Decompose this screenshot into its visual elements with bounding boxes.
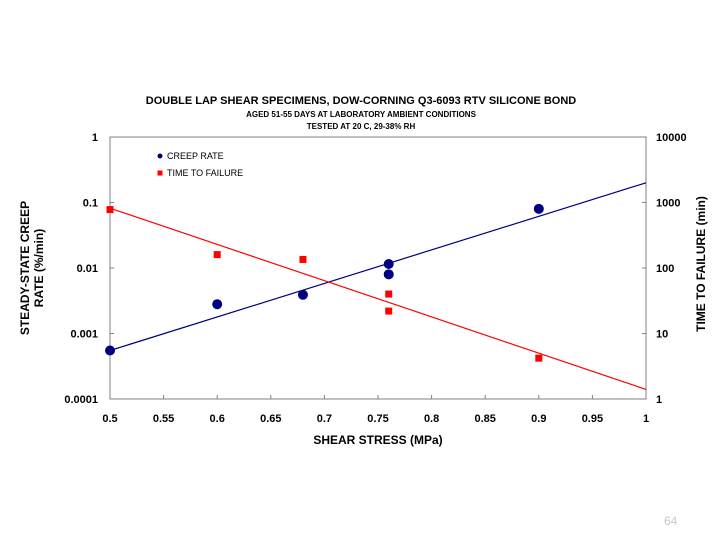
left-axis-ticks: 1 0.1 0.01 0.001 0.0001 [64, 132, 114, 406]
x-tick-label: 0.5 [102, 413, 117, 425]
x-tick-label: 0.6 [210, 413, 225, 425]
chart-subtitle-line-1: AGED 51-55 DAYS AT LABORATORY AMBIENT CO… [246, 110, 476, 119]
legend-creep-marker [157, 153, 163, 159]
left-tick-label: 0.01 [77, 263, 98, 275]
ttf-point [535, 354, 543, 362]
creep-point [383, 269, 394, 280]
creep-point [383, 259, 394, 270]
ttf-point [299, 255, 307, 263]
x-axis-label: SHEAR STRESS (MPa) [313, 433, 442, 447]
right-tick-label: 100 [656, 263, 674, 275]
chart-subtitle-line-2: TESTED AT 20 C, 29-38% RH [307, 122, 416, 131]
x-tick-label: 0.65 [260, 413, 281, 425]
left-axis-label-line-1: STEADY-STATE CREEP [18, 201, 32, 335]
right-tick-label: 10000 [656, 132, 687, 144]
trendlines [109, 182, 647, 390]
creep-point [533, 203, 544, 214]
left-tick-label: 1 [92, 132, 98, 144]
x-tick-label: 0.95 [582, 413, 603, 425]
x-tick-label: 1 [643, 413, 649, 425]
x-tick-label: 0.9 [531, 413, 546, 425]
legend: CREEP RATE TIME TO FAILURE [157, 151, 243, 178]
right-tick-label: 1000 [656, 198, 680, 210]
x-axis-ticks: 0.5 0.55 0.6 0.65 0.7 0.75 0.8 0.85 0.9 0.95 1 [102, 395, 649, 425]
data-points [105, 203, 544, 362]
right-tick-label: 1 [656, 394, 662, 406]
x-tick-label: 0.8 [424, 413, 439, 425]
legend-creep-label: CREEP RATE [167, 151, 224, 161]
x-tick-label: 0.75 [367, 413, 388, 425]
ttf-trendline [109, 207, 647, 390]
ttf-point [385, 307, 393, 315]
left-tick-label: 0.001 [70, 329, 98, 341]
creep-trendline [109, 182, 647, 352]
x-tick-label: 0.55 [153, 413, 174, 425]
right-tick-label: 10 [656, 329, 668, 341]
creep-point [212, 299, 223, 310]
creep-point [297, 289, 308, 300]
right-axis-label: TIME TO FAILURE (min) [694, 196, 708, 332]
ttf-point [106, 206, 114, 214]
left-tick-label: 0.0001 [64, 394, 98, 406]
right-axis-ticks: 10000 1000 100 10 1 [642, 132, 687, 406]
left-axis-label-line-2: RATE (%/min) [32, 229, 46, 307]
x-tick-label: 0.7 [317, 413, 332, 425]
x-tick-label: 0.85 [474, 413, 495, 425]
left-tick-label: 0.1 [83, 198, 98, 210]
ttf-point [385, 290, 393, 298]
page-number: 64 [664, 514, 678, 528]
legend-ttf-marker [157, 170, 163, 176]
creep-point [105, 345, 115, 356]
legend-ttf-label: TIME TO FAILURE [167, 168, 243, 178]
chart-title: DOUBLE LAP SHEAR SPECIMENS, DOW-CORNING … [146, 95, 577, 107]
ttf-point [213, 251, 221, 259]
